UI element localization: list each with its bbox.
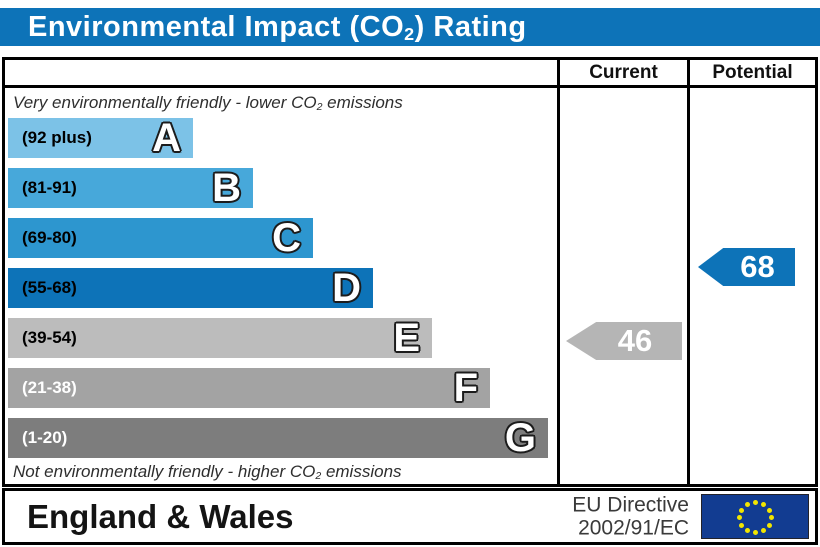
annotation-top: Very environmentally friendly - lower CO…: [13, 93, 403, 113]
eu-flag-star: [745, 502, 750, 507]
current-rating-arrow: 46: [566, 322, 682, 360]
rating-band-a: (92 plus) A: [8, 118, 193, 158]
eu-flag-star: [745, 527, 750, 533]
eu-flag-star: [766, 522, 772, 528]
current-rating-value: 46: [617, 323, 653, 358]
band-d-letter: D: [332, 266, 361, 310]
current-column-header: Current: [589, 62, 658, 83]
eu-flag-icon: [701, 494, 809, 539]
annotation-bottom: Not environmentally friendly - higher CO…: [13, 462, 402, 482]
eu-flag-star: [766, 507, 772, 513]
band-b-letter: B: [212, 166, 241, 210]
band-c-letter: C: [272, 216, 301, 260]
annotation-bottom-suffix: emissions: [321, 462, 402, 481]
chart-title-subscript: 2: [404, 23, 415, 44]
chart-title-suffix: ) Rating: [414, 11, 527, 43]
eu-directive-label: EU Directive 2002/91/EC: [572, 493, 689, 540]
chart-title-prefix: Environmental Impact (CO: [28, 11, 405, 43]
band-g-range-label: (1-20): [22, 428, 68, 447]
band-a-letter: A: [152, 116, 181, 160]
band-f-range-label: (21-38): [22, 378, 77, 397]
rating-band-c: (69-80) C: [8, 218, 313, 258]
band-b-range-label: (81-91): [22, 178, 77, 197]
rating-band-f: (21-38) F: [8, 368, 490, 408]
annotation-bottom-subscript: 2: [315, 470, 322, 483]
potential-rating-value: 68: [740, 249, 775, 284]
eu-flag-star: [769, 515, 774, 520]
annotation-bottom-text: Not environmentally friendly - higher CO: [13, 462, 316, 481]
band-g-letter: G: [504, 416, 536, 460]
eu-directive-line1: EU Directive: [572, 492, 689, 516]
eu-flag-star: [739, 522, 745, 528]
rating-band-e: (39-54) E: [8, 318, 432, 358]
potential-column-header: Potential: [712, 62, 793, 83]
column-divider-potential: [687, 60, 690, 484]
eu-flag-star: [753, 530, 758, 535]
potential-rating-arrow: 68: [698, 248, 795, 286]
footer-bar: England & Wales EU Directive 2002/91/EC: [2, 488, 818, 545]
eu-flag-star: [761, 527, 766, 533]
band-e-letter: E: [393, 316, 420, 360]
rating-table: Current Potential Very environmentally f…: [2, 57, 818, 487]
rating-band-d: (55-68) D: [8, 268, 373, 308]
footer-region-label: England & Wales: [27, 497, 294, 535]
band-a-range-label: (92 plus): [22, 128, 92, 147]
rating-band-g: (1-20) G: [8, 418, 548, 458]
eu-flag-star: [753, 500, 758, 505]
table-header-row: Current Potential: [5, 60, 815, 88]
annotation-top-suffix: emissions: [322, 93, 403, 112]
annotation-top-subscript: 2: [316, 101, 323, 114]
band-c-range-label: (69-80): [22, 228, 77, 247]
band-f-letter: F: [453, 366, 478, 410]
eu-flag-star: [737, 515, 742, 520]
band-e-range-label: (39-54): [22, 328, 77, 347]
chart-title-bar: Environmental Impact (CO2) Rating: [0, 8, 820, 46]
eu-directive-line2: 2002/91/EC: [578, 516, 689, 540]
eu-flag-star: [739, 507, 745, 513]
eu-flag-star: [761, 502, 766, 507]
annotation-top-text: Very environmentally friendly - lower CO: [13, 93, 317, 112]
band-d-range-label: (55-68): [22, 278, 77, 297]
column-divider-current: [557, 60, 560, 484]
rating-band-b: (81-91) B: [8, 168, 253, 208]
